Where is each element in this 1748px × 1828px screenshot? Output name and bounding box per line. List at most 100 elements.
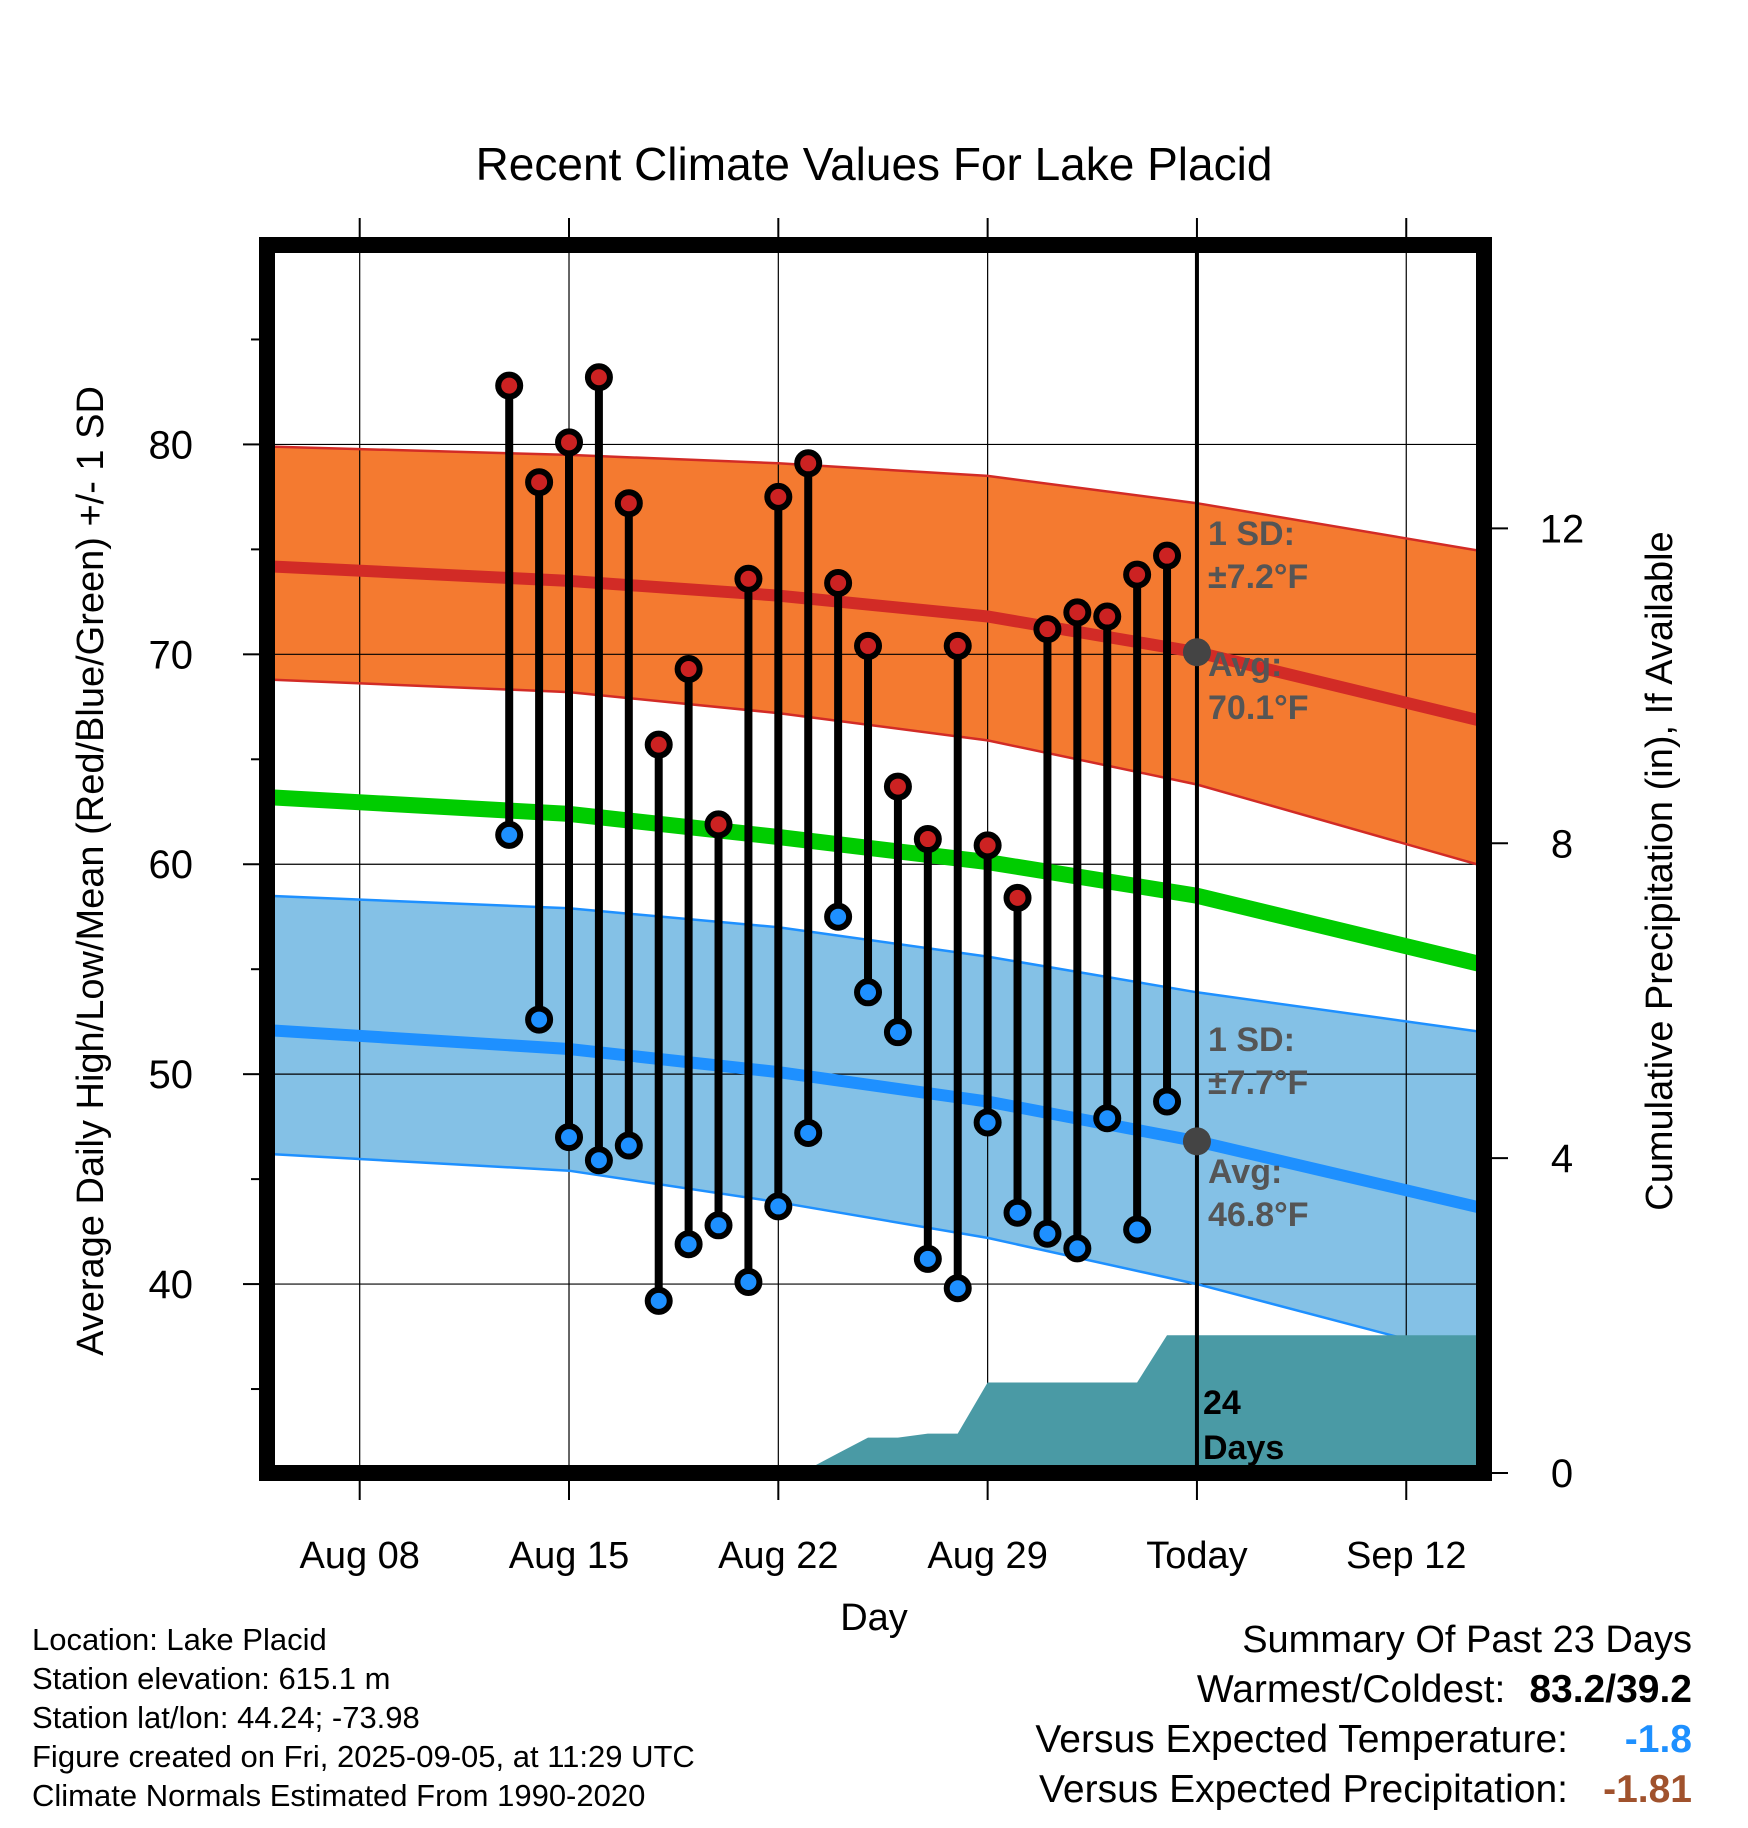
x-tick-label: Aug 22	[718, 1535, 838, 1577]
latlon-text: Station lat/lon: 44.24; -73.98	[32, 1700, 420, 1735]
obs-high-point	[555, 428, 584, 457]
obs-low-point	[1003, 1198, 1032, 1227]
station-info: Location: Lake Placid Station elevation:…	[32, 1620, 852, 1815]
average-high-line	[267, 560, 1484, 728]
y2-axis-label: Cumulative Precipitation (in), If Availa…	[1639, 531, 1681, 1210]
chart-title: Recent Climate Values For Lake Placid	[476, 138, 1273, 190]
obs-high-point	[824, 568, 853, 597]
average-low-line	[267, 1024, 1484, 1215]
x-axis-label: Day	[840, 1597, 908, 1639]
warm-cold-value: 83.2/39.2	[1529, 1668, 1692, 1711]
y-tick-label: 60	[149, 843, 194, 887]
obs-high-point	[973, 831, 1002, 860]
y-tick-label: 80	[149, 423, 194, 467]
obs-high-point	[854, 631, 883, 660]
obs-low-point	[1123, 1215, 1152, 1244]
high-avg-value: 70.1°F	[1208, 689, 1309, 727]
x-tick-label: Aug 15	[509, 1535, 629, 1577]
high-sd-label: 1 SD:	[1208, 515, 1295, 553]
obs-high-point	[1123, 560, 1152, 589]
obs-low-point	[525, 1005, 554, 1034]
obs-low-point	[854, 978, 883, 1007]
location-text: Location: Lake Placid	[32, 1622, 327, 1657]
y2-tick-label: 12	[1540, 507, 1585, 551]
low-sd-label: 1 SD:	[1208, 1021, 1295, 1059]
obs-high-point	[734, 564, 763, 593]
obs-high-point	[1063, 598, 1092, 627]
obs-high-point	[495, 371, 524, 400]
normals-text: Climate Normals Estimated From 1990-2020	[32, 1778, 646, 1813]
obs-low-point	[973, 1108, 1002, 1137]
x-tick-label: Today	[1146, 1535, 1247, 1577]
obs-low-point	[704, 1211, 733, 1240]
y-tick-label: 50	[149, 1053, 194, 1097]
obs-low-point	[674, 1230, 703, 1259]
obs-high-point	[1153, 541, 1182, 570]
high-sd-value: ±7.2°F	[1208, 558, 1308, 596]
plot-frame	[259, 237, 1492, 1481]
low-sd-band	[267, 895, 1484, 1360]
today-high-marker	[1182, 638, 1211, 667]
summary-title-text: Summary Of Past 23 Days	[1242, 1619, 1692, 1661]
obs-low-point	[614, 1131, 643, 1160]
summary-panel: Summary Of Past 23 Days Warmest/Coldest:…	[712, 1615, 1692, 1815]
high-avg-label: Avg:	[1208, 646, 1282, 684]
obs-low-point	[495, 820, 524, 849]
obs-high-point	[614, 489, 643, 518]
temp-departure-label: Versus Expected Temperature:	[1035, 1718, 1568, 1761]
precip-departure-value: -1.81	[1603, 1768, 1692, 1811]
y2-tick-label: 0	[1551, 1452, 1573, 1496]
obs-high-point	[913, 825, 942, 854]
average-mean-line	[267, 789, 1484, 973]
obs-low-point	[555, 1123, 584, 1152]
elevation-text: Station elevation: 615.1 m	[32, 1661, 391, 1696]
obs-low-point	[584, 1146, 613, 1175]
precip-area	[267, 1335, 1484, 1473]
obs-low-point	[794, 1118, 823, 1147]
days-count-label: 24	[1203, 1384, 1241, 1422]
low-lower-sd-line	[267, 1152, 1484, 1361]
obs-low-point	[1093, 1104, 1122, 1133]
obs-high-point	[525, 468, 554, 497]
obs-low-point	[644, 1286, 673, 1315]
high-upper-sd-line	[267, 445, 1484, 553]
obs-high-point	[584, 363, 613, 392]
low-upper-sd-line	[267, 894, 1484, 1034]
obs-low-point	[824, 902, 853, 931]
obs-low-point	[1153, 1087, 1182, 1116]
x-tick-label: Aug 29	[927, 1535, 1047, 1577]
obs-low-point	[764, 1192, 793, 1221]
days-word-label: Days	[1203, 1429, 1284, 1467]
today-low-marker	[1182, 1127, 1211, 1156]
low-avg-value: 46.8°F	[1208, 1196, 1309, 1234]
y-tick-label: 70	[149, 633, 194, 677]
precip-departure-label: Versus Expected Precipitation:	[1039, 1768, 1568, 1811]
obs-high-point	[1093, 602, 1122, 631]
low-sd-value: ±7.7°F	[1208, 1064, 1308, 1102]
temp-departure-row: Versus Expected Temperature: -1.8	[712, 1715, 1692, 1765]
y2-tick-label: 8	[1551, 822, 1573, 866]
y-axis-label: Average Daily High/Low/Mean (Red/Blue/Gr…	[70, 386, 112, 1356]
obs-high-point	[644, 730, 673, 759]
x-tick-label: Aug 08	[299, 1535, 419, 1577]
high-lower-sd-line	[267, 678, 1484, 868]
obs-low-point	[734, 1267, 763, 1296]
obs-low-point	[1033, 1219, 1062, 1248]
precip-departure-row: Versus Expected Precipitation: -1.81	[712, 1765, 1692, 1815]
obs-high-point	[883, 772, 912, 801]
obs-high-point	[674, 655, 703, 684]
obs-low-point	[943, 1274, 972, 1303]
warm-cold-row: Warmest/Coldest: 83.2/39.2	[712, 1665, 1692, 1715]
obs-high-point	[1033, 615, 1062, 644]
obs-low-point	[1063, 1234, 1092, 1263]
x-tick-label: Sep 12	[1346, 1535, 1466, 1577]
warm-cold-label: Warmest/Coldest:	[1196, 1668, 1506, 1711]
obs-high-point	[1003, 883, 1032, 912]
obs-low-point	[913, 1244, 942, 1273]
summary-title: Summary Of Past 23 Days	[712, 1615, 1692, 1665]
low-avg-label: Avg:	[1208, 1153, 1282, 1191]
plot-content	[267, 245, 1484, 1473]
obs-high-point	[794, 449, 823, 478]
obs-high-point	[943, 631, 972, 660]
